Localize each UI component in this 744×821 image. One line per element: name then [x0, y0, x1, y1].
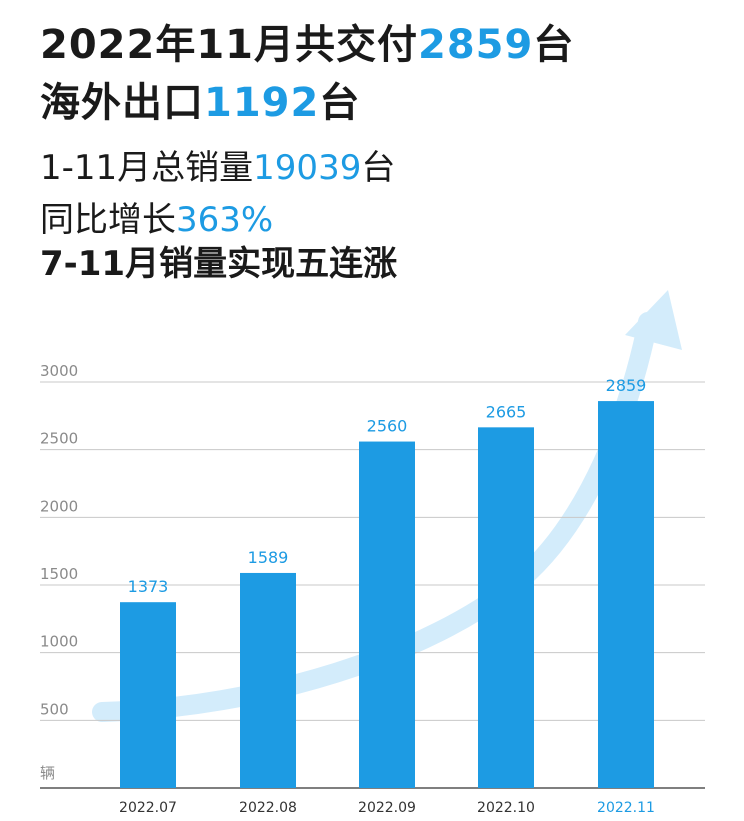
headline-deliveries-prefix: 2022年11月共交付 [40, 22, 418, 68]
headline-total-sales-suffix: 台 [361, 148, 396, 188]
sales-bar-chart: 500 1000 1500 2000 2500 3000 辆 1373 2022.07 1589 2… [40, 290, 705, 816]
headline-growth: 同比增长363% [40, 192, 273, 241]
headline-export-suffix: 台 [319, 80, 361, 126]
headline-export: 海外出口1192台 [40, 70, 360, 128]
bar-value-label: 1373 [128, 577, 169, 596]
headline-total-sales: 1-11月总销量19039台 [40, 140, 395, 189]
x-tick-label: 2022.08 [239, 800, 297, 816]
headline-export-value: 1192 [204, 80, 320, 126]
y-tick-label: 2000 [40, 497, 78, 515]
headline-deliveries: 2022年11月共交付2859台 [40, 12, 574, 70]
bar-2022.10 [478, 427, 534, 788]
y-axis-unit: 辆 [40, 764, 55, 782]
x-tick-label: 2022.11 [597, 800, 655, 816]
headline-deliveries-value: 2859 [418, 22, 534, 68]
headline-export-prefix: 海外出口 [40, 80, 204, 126]
bar-value-label: 2859 [606, 376, 647, 395]
headline-total-sales-prefix: 1-11月总销量 [40, 148, 254, 188]
y-tick-label: 1500 [40, 565, 78, 583]
bar-2022.09 [359, 441, 415, 788]
y-tick-label: 1000 [40, 633, 78, 651]
headline-deliveries-suffix: 台 [533, 22, 575, 68]
y-tick-label: 2500 [40, 430, 78, 448]
bar-value-label: 1589 [248, 548, 289, 567]
headline-growth-value: 363% [176, 200, 274, 240]
headline-streak: 7-11月销量实现五连涨 [40, 244, 398, 284]
bar-value-label: 2665 [486, 402, 527, 421]
headline-total-sales-value: 19039 [253, 148, 362, 188]
headline-growth-prefix: 同比增长 [40, 200, 176, 240]
x-tick-label: 2022.07 [119, 800, 177, 816]
bar-2022.11 [598, 401, 654, 788]
bar-value-label: 2560 [367, 417, 408, 436]
x-tick-label: 2022.09 [358, 800, 416, 816]
x-tick-label: 2022.10 [477, 800, 535, 816]
y-tick-label: 500 [40, 700, 69, 718]
y-tick-label: 3000 [40, 362, 78, 380]
trend-arrow-head [625, 290, 682, 350]
bar-2022.07 [120, 602, 176, 788]
bar-2022.08 [240, 572, 296, 788]
